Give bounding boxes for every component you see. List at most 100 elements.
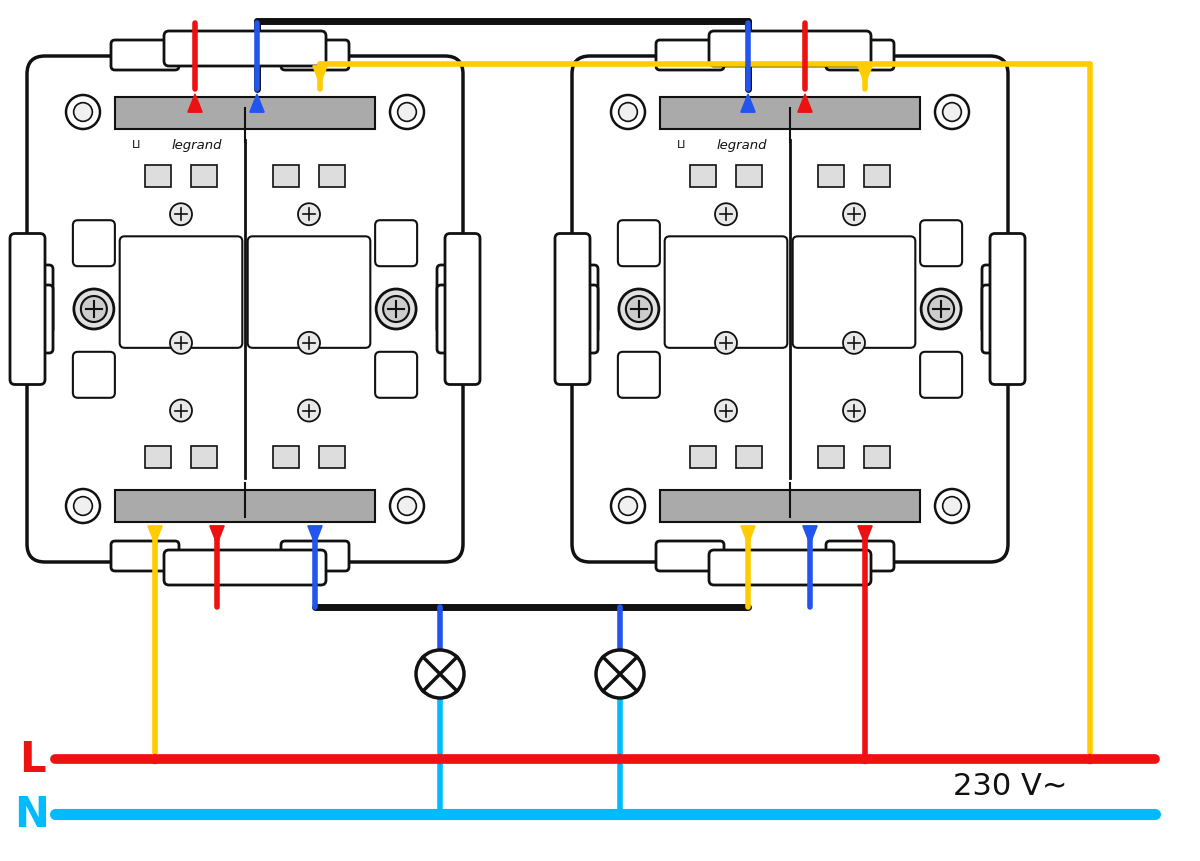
Bar [115, 491, 376, 523]
FancyBboxPatch shape [665, 237, 787, 349]
Circle shape [397, 497, 416, 516]
Circle shape [616, 809, 624, 819]
FancyBboxPatch shape [618, 352, 660, 399]
Circle shape [390, 96, 424, 130]
Bar [660, 491, 920, 523]
FancyBboxPatch shape [281, 41, 349, 71]
Circle shape [66, 96, 100, 130]
Bar [690, 166, 716, 188]
FancyBboxPatch shape [164, 550, 326, 585]
Circle shape [626, 297, 652, 323]
FancyBboxPatch shape [568, 286, 598, 354]
Circle shape [619, 103, 637, 122]
Circle shape [619, 497, 637, 516]
FancyBboxPatch shape [281, 542, 349, 572]
Circle shape [715, 400, 737, 422]
FancyBboxPatch shape [656, 542, 724, 572]
Circle shape [73, 103, 92, 122]
Circle shape [611, 96, 646, 130]
Bar [145, 447, 170, 468]
FancyBboxPatch shape [23, 286, 53, 354]
FancyBboxPatch shape [247, 237, 371, 349]
Bar [272, 166, 299, 188]
FancyBboxPatch shape [112, 542, 179, 572]
Circle shape [715, 332, 737, 355]
Circle shape [844, 400, 865, 422]
Polygon shape [250, 95, 264, 113]
FancyBboxPatch shape [23, 266, 53, 333]
Bar [145, 166, 170, 188]
FancyBboxPatch shape [572, 57, 1008, 562]
Circle shape [922, 289, 961, 330]
FancyBboxPatch shape [709, 32, 871, 67]
Circle shape [298, 400, 320, 422]
Circle shape [436, 754, 444, 764]
Polygon shape [740, 526, 755, 544]
Circle shape [170, 332, 192, 355]
Circle shape [596, 650, 644, 698]
Circle shape [844, 204, 865, 226]
Circle shape [860, 754, 870, 764]
FancyBboxPatch shape [656, 41, 724, 71]
Circle shape [298, 332, 320, 355]
Bar [818, 447, 844, 468]
FancyBboxPatch shape [920, 352, 962, 399]
FancyBboxPatch shape [376, 221, 418, 267]
FancyBboxPatch shape [112, 41, 179, 71]
Circle shape [66, 489, 100, 523]
FancyBboxPatch shape [437, 286, 467, 354]
FancyBboxPatch shape [445, 234, 480, 385]
Circle shape [943, 103, 961, 122]
Text: Ll: Ll [132, 140, 142, 151]
Circle shape [170, 400, 192, 422]
FancyBboxPatch shape [73, 352, 115, 399]
Bar [690, 447, 716, 468]
Circle shape [383, 297, 409, 323]
Circle shape [928, 297, 954, 323]
Circle shape [397, 103, 416, 122]
FancyBboxPatch shape [920, 221, 962, 267]
FancyBboxPatch shape [376, 352, 418, 399]
FancyBboxPatch shape [826, 41, 894, 71]
Circle shape [436, 809, 444, 819]
FancyBboxPatch shape [990, 234, 1025, 385]
Circle shape [1086, 754, 1094, 764]
Circle shape [611, 489, 646, 523]
Circle shape [298, 204, 320, 226]
FancyBboxPatch shape [709, 550, 871, 585]
Text: Ll: Ll [677, 140, 686, 151]
Polygon shape [308, 526, 322, 544]
FancyBboxPatch shape [28, 57, 463, 562]
Polygon shape [803, 526, 817, 544]
FancyBboxPatch shape [10, 234, 46, 385]
Circle shape [73, 497, 92, 516]
Text: 230 V∼: 230 V∼ [953, 771, 1067, 801]
Text: legrand: legrand [172, 139, 222, 152]
Polygon shape [858, 526, 872, 544]
Text: legrand: legrand [716, 139, 767, 152]
Bar [191, 447, 217, 468]
Polygon shape [313, 66, 328, 85]
Bar [864, 447, 890, 468]
Bar [115, 98, 376, 130]
Circle shape [616, 754, 624, 764]
FancyBboxPatch shape [568, 266, 598, 333]
Circle shape [844, 332, 865, 355]
Circle shape [80, 297, 107, 323]
FancyBboxPatch shape [982, 266, 1012, 333]
Polygon shape [858, 66, 872, 85]
Text: N: N [14, 793, 49, 835]
Circle shape [170, 204, 192, 226]
Text: L: L [19, 738, 46, 780]
Circle shape [150, 754, 160, 764]
Circle shape [715, 204, 737, 226]
Bar [272, 447, 299, 468]
FancyBboxPatch shape [793, 237, 916, 349]
Bar [864, 166, 890, 188]
Bar [736, 447, 762, 468]
FancyBboxPatch shape [826, 542, 894, 572]
Circle shape [74, 289, 114, 330]
FancyBboxPatch shape [164, 32, 326, 67]
Circle shape [943, 497, 961, 516]
Bar [660, 98, 920, 130]
